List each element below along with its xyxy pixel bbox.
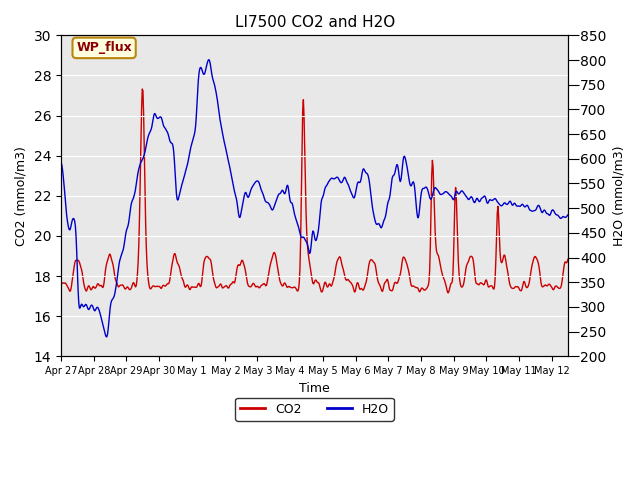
X-axis label: Time: Time [300, 382, 330, 395]
Y-axis label: CO2 (mmol/m3): CO2 (mmol/m3) [15, 146, 28, 246]
Title: LI7500 CO2 and H2O: LI7500 CO2 and H2O [234, 15, 395, 30]
H2O [119, 247, 127, 252]
CO2 [580, 278, 588, 284]
CO2 [378, 287, 385, 292]
CO2 [216, 283, 223, 288]
H2O [103, 334, 111, 340]
Y-axis label: H2O (mmol/m3): H2O (mmol/m3) [612, 145, 625, 246]
Legend: CO2, H2O: CO2, H2O [236, 398, 394, 420]
Line: CO2: CO2 [61, 89, 584, 293]
H2O [205, 57, 212, 63]
H2O [216, 117, 224, 123]
H2O [408, 183, 415, 189]
Text: WP_flux: WP_flux [76, 41, 132, 54]
H2O [580, 209, 588, 215]
H2O [262, 199, 269, 204]
CO2 [118, 282, 126, 288]
CO2 [241, 267, 249, 273]
CO2 [444, 290, 452, 296]
CO2 [57, 281, 65, 287]
H2O [378, 224, 386, 230]
CO2 [406, 279, 414, 285]
CO2 [261, 282, 269, 288]
H2O [242, 190, 250, 195]
Line: H2O: H2O [61, 60, 584, 337]
CO2 [138, 86, 146, 92]
H2O [57, 159, 65, 165]
